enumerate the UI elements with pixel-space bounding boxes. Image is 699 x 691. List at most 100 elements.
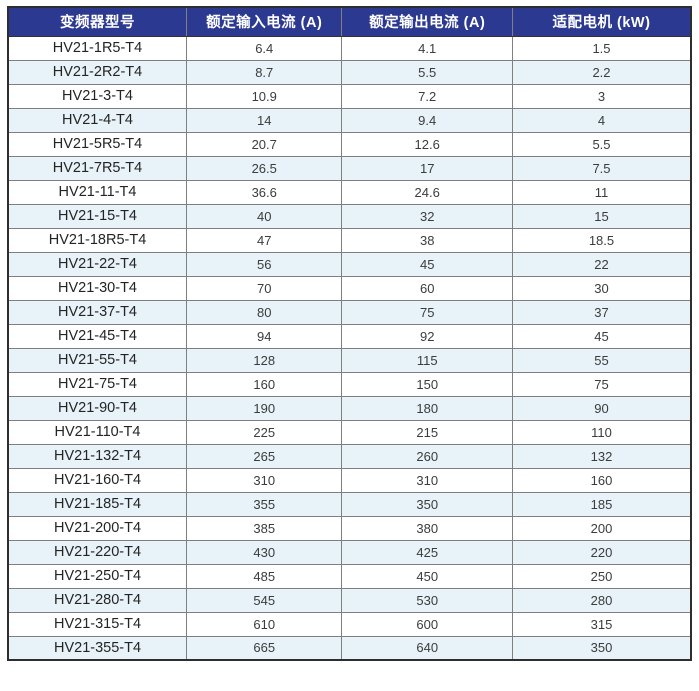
cell-output: 24.6 [341,179,513,205]
cell-model: HV21-160-T4 [7,467,188,493]
cell-output: 5.5 [341,59,513,85]
cell-model: HV21-110-T4 [7,419,188,445]
cell-input: 385 [186,515,343,541]
cell-output: 215 [341,419,513,445]
cell-model: HV21-7R5-T4 [7,155,188,181]
cell-output: 350 [341,491,513,517]
cell-model: HV21-220-T4 [7,539,188,565]
table-row: HV21-110-T4 225 215 110 [7,419,692,445]
cell-input: 160 [186,371,343,397]
table-row: HV21-220-T4 430 425 220 [7,539,692,565]
cell-motor: 220 [511,539,692,565]
cell-output: 45 [341,251,513,277]
table-row: HV21-75-T4 160 150 75 [7,371,692,397]
cell-model: HV21-4-T4 [7,107,188,133]
cell-motor: 160 [511,467,692,493]
header-rated-input-current: 额定输入电流 (A) [186,6,343,37]
header-rated-output-current: 额定输出电流 (A) [341,6,513,37]
inverter-spec-table: 变频器型号 额定输入电流 (A) 额定输出电流 (A) 适配电机 (kW) HV… [7,6,692,661]
table-row: HV21-15-T4 40 32 15 [7,203,692,229]
cell-output: 530 [341,587,513,613]
cell-input: 47 [186,227,343,253]
cell-model: HV21-250-T4 [7,563,188,589]
cell-model: HV21-15-T4 [7,203,188,229]
cell-output: 180 [341,395,513,421]
cell-motor: 4 [511,107,692,133]
cell-model: HV21-90-T4 [7,395,188,421]
cell-output: 380 [341,515,513,541]
cell-model: HV21-75-T4 [7,371,188,397]
cell-input: 20.7 [186,131,343,157]
cell-motor: 280 [511,587,692,613]
cell-model: HV21-18R5-T4 [7,227,188,253]
cell-model: HV21-11-T4 [7,179,188,205]
cell-motor: 22 [511,251,692,277]
cell-output: 7.2 [341,83,513,109]
cell-motor: 1.5 [511,35,692,61]
cell-model: HV21-30-T4 [7,275,188,301]
cell-model: HV21-2R2-T4 [7,59,188,85]
cell-motor: 55 [511,347,692,373]
cell-output: 32 [341,203,513,229]
cell-input: 355 [186,491,343,517]
cell-input: 225 [186,419,343,445]
cell-input: 26.5 [186,155,343,181]
cell-motor: 15 [511,203,692,229]
table-row: HV21-4-T4 14 9.4 4 [7,107,692,133]
cell-input: 56 [186,251,343,277]
cell-model: HV21-200-T4 [7,515,188,541]
cell-motor: 3 [511,83,692,109]
cell-motor: 7.5 [511,155,692,181]
cell-motor: 110 [511,419,692,445]
table-row: HV21-2R2-T4 8.7 5.5 2.2 [7,59,692,85]
cell-model: HV21-185-T4 [7,491,188,517]
cell-output: 640 [341,635,513,661]
cell-input: 40 [186,203,343,229]
cell-model: HV21-22-T4 [7,251,188,277]
cell-model: HV21-1R5-T4 [7,35,188,61]
cell-motor: 132 [511,443,692,469]
cell-output: 9.4 [341,107,513,133]
header-inverter-model: 变频器型号 [7,6,188,37]
table-row: HV21-160-T4 310 310 160 [7,467,692,493]
cell-output: 4.1 [341,35,513,61]
cell-input: 36.6 [186,179,343,205]
cell-model: HV21-55-T4 [7,347,188,373]
cell-motor: 11 [511,179,692,205]
cell-output: 60 [341,275,513,301]
cell-model: HV21-355-T4 [7,635,188,661]
datasheet-page: 变频器型号 额定输入电流 (A) 额定输出电流 (A) 适配电机 (kW) HV… [7,6,692,661]
table-row: HV21-55-T4 128 115 55 [7,347,692,373]
cell-input: 80 [186,299,343,325]
cell-output: 92 [341,323,513,349]
cell-output: 115 [341,347,513,373]
cell-output: 310 [341,467,513,493]
table-row: HV21-22-T4 56 45 22 [7,251,692,277]
table-body: HV21-1R5-T4 6.4 4.1 1.5 HV21-2R2-T4 8.7 5.5 2.2… [7,35,692,661]
cell-motor: 250 [511,563,692,589]
cell-model: HV21-132-T4 [7,443,188,469]
cell-output: 150 [341,371,513,397]
cell-model: HV21-45-T4 [7,323,188,349]
cell-output: 600 [341,611,513,637]
cell-motor: 350 [511,635,692,661]
table-row: HV21-5R5-T4 20.7 12.6 5.5 [7,131,692,157]
header-adapted-motor: 适配电机 (kW) [511,6,692,37]
cell-input: 310 [186,467,343,493]
cell-output: 17 [341,155,513,181]
cell-model: HV21-37-T4 [7,299,188,325]
table-row: HV21-1R5-T4 6.4 4.1 1.5 [7,35,692,61]
cell-motor: 5.5 [511,131,692,157]
cell-motor: 200 [511,515,692,541]
cell-model: HV21-5R5-T4 [7,131,188,157]
cell-motor: 75 [511,371,692,397]
cell-input: 665 [186,635,343,661]
header-row: 变频器型号 额定输入电流 (A) 额定输出电流 (A) 适配电机 (kW) [7,6,692,37]
cell-input: 430 [186,539,343,565]
table-row: HV21-7R5-T4 26.5 17 7.5 [7,155,692,181]
cell-input: 94 [186,323,343,349]
cell-motor: 30 [511,275,692,301]
table-row: HV21-250-T4 485 450 250 [7,563,692,589]
cell-motor: 185 [511,491,692,517]
cell-output: 38 [341,227,513,253]
